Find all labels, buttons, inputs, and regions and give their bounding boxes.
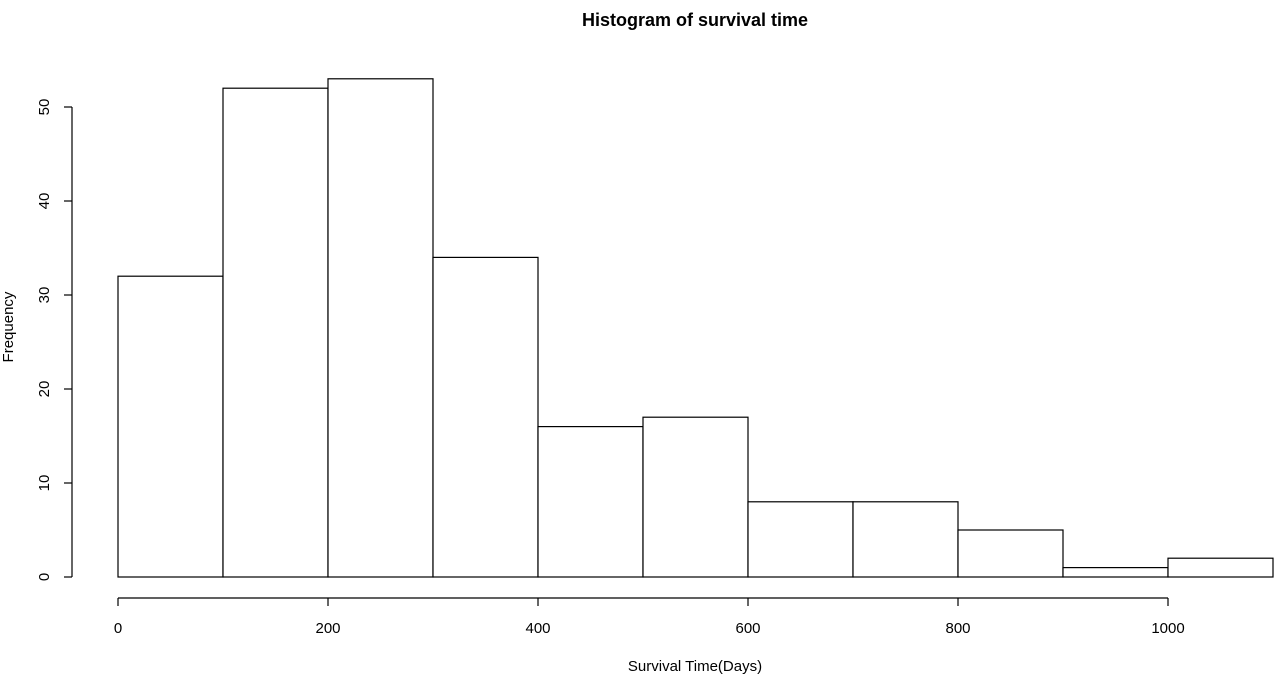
x-tick-label: 1000 — [1151, 620, 1184, 637]
y-tick-label: 40 — [36, 193, 53, 210]
histogram-bar — [642, 416, 749, 578]
y-axis: 0 10 20 30 40 50 — [36, 99, 73, 581]
histogram-bar — [327, 78, 434, 578]
y-tick-label: 30 — [36, 287, 53, 304]
y-tick-label: 50 — [36, 99, 53, 116]
histogram-bar — [1167, 557, 1274, 578]
histogram-bar — [537, 426, 644, 578]
histogram-bar — [747, 501, 854, 578]
y-tick-label: 20 — [36, 381, 53, 398]
y-axis-label: Frequency — [0, 291, 17, 362]
histogram-bar — [957, 529, 1064, 578]
y-tick-label: 10 — [36, 475, 53, 492]
histogram-bar — [117, 275, 224, 578]
x-tick-label: 200 — [315, 620, 340, 637]
x-tick-label: 0 — [114, 620, 122, 637]
x-tick-label: 600 — [735, 620, 760, 637]
bars-group — [117, 78, 1274, 578]
histogram-bar — [852, 501, 959, 578]
x-tick-label: 400 — [525, 620, 550, 637]
histogram-bar — [222, 87, 329, 578]
y-tick-label: 0 — [36, 573, 53, 581]
chart-title: Histogram of survival time — [582, 10, 808, 30]
x-tick-label: 800 — [945, 620, 970, 637]
histogram-bar — [432, 256, 539, 578]
x-axis: 0 200 400 600 800 1000 — [114, 597, 1185, 637]
x-axis-label: Survival Time(Days) — [628, 658, 762, 675]
histogram-bar — [1062, 566, 1169, 578]
